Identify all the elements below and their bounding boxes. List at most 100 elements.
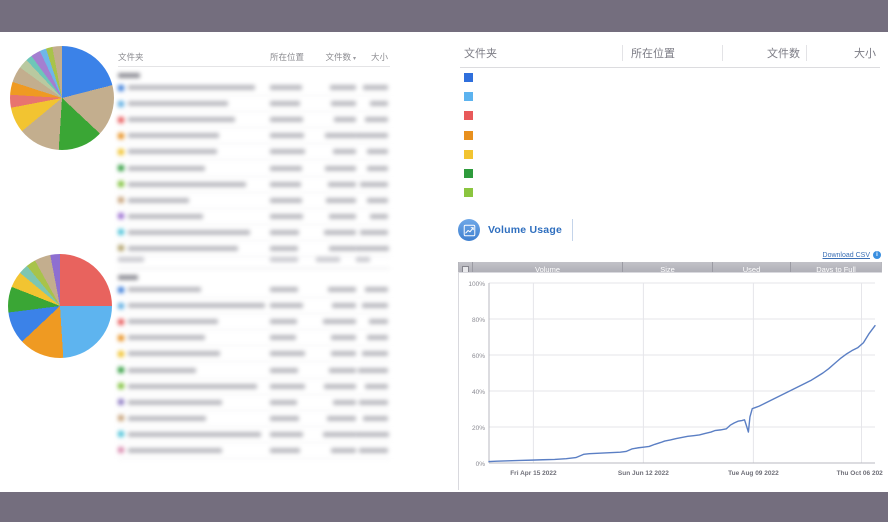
redacted-text <box>128 447 222 453</box>
header-folder[interactable]: 文件夹 <box>118 52 144 62</box>
table-row[interactable] <box>118 144 390 161</box>
table-row[interactable] <box>118 160 390 177</box>
header-file-count-label: 文件数 <box>325 52 351 62</box>
volume-usage-chart[interactable]: 0% 20% 40% 60% 80% 100% Fri Apr 15 2022 Sun Jun… <box>458 272 883 491</box>
folder-color-swatch <box>118 197 124 204</box>
redacted-file-count <box>316 383 356 389</box>
redacted-text <box>328 181 356 187</box>
header-file-count[interactable]: 文件数 <box>722 45 806 61</box>
redacted-location <box>270 101 316 107</box>
redacted-location <box>270 415 316 421</box>
redacted-size <box>356 181 390 187</box>
redacted-file-count <box>316 133 356 139</box>
header-folder[interactable]: 文件夹 <box>464 48 497 60</box>
table-row[interactable] <box>118 282 390 299</box>
redacted-file-count <box>316 197 356 203</box>
table-row[interactable] <box>118 225 390 241</box>
table-row[interactable] <box>118 330 390 347</box>
redacted-text <box>327 415 356 421</box>
redacted-file-count <box>316 149 356 155</box>
redacted-file-count <box>316 447 356 453</box>
folder-color-swatch <box>118 165 124 172</box>
header-days-to-full[interactable]: Days to Full <box>816 265 856 274</box>
redacted-text <box>270 165 302 171</box>
table-row[interactable] <box>460 68 880 87</box>
table-row[interactable] <box>118 379 390 395</box>
header-used[interactable]: Used <box>713 262 791 276</box>
redacted-location <box>270 303 316 309</box>
pie-chart-bottom <box>8 254 112 358</box>
table-row[interactable] <box>118 427 390 443</box>
table-row[interactable] <box>118 96 390 113</box>
redacted-folder-name <box>118 334 270 341</box>
redacted-folder-name <box>118 213 270 220</box>
folder-color-swatch <box>118 399 124 406</box>
table-row[interactable] <box>460 183 880 202</box>
redacted-size <box>356 319 390 325</box>
table-row[interactable] <box>460 87 880 106</box>
redacted-file-count <box>316 85 356 91</box>
table-row[interactable] <box>118 298 390 315</box>
redacted-text <box>270 133 304 139</box>
header-file-count[interactable]: 文件数 ▾ <box>316 51 356 63</box>
table-row[interactable] <box>118 209 390 225</box>
table-row[interactable] <box>118 80 390 97</box>
table-row[interactable] <box>460 145 880 164</box>
header-size[interactable]: Size <box>623 262 713 276</box>
redacted-text <box>128 303 265 309</box>
redacted-text <box>270 399 297 405</box>
table-row[interactable] <box>118 112 390 129</box>
redacted-location <box>270 229 316 235</box>
table-row[interactable] <box>118 314 390 331</box>
table-row[interactable] <box>118 395 390 411</box>
folder-color-swatch <box>118 367 124 374</box>
table-row[interactable] <box>460 126 880 145</box>
svg-text:80%: 80% <box>472 317 485 324</box>
header-location[interactable]: 所在位置 <box>270 52 305 62</box>
redacted-text <box>128 399 222 405</box>
table-row[interactable] <box>460 106 880 125</box>
folder-color-swatch <box>118 286 124 293</box>
header-size[interactable]: 大小 <box>806 45 880 61</box>
svg-text:20%: 20% <box>472 425 485 432</box>
folder-color-swatch <box>118 350 124 357</box>
redacted-folder-name <box>118 84 270 91</box>
folder-name-cell <box>460 73 622 83</box>
folder-color-swatch <box>118 447 124 454</box>
table-row[interactable] <box>118 177 390 193</box>
redacted-location <box>270 431 316 437</box>
header-volume[interactable]: Volume <box>473 262 623 276</box>
table-row[interactable] <box>118 443 390 460</box>
header-blurred-1 <box>118 256 270 262</box>
redacted-folder-name <box>118 350 270 357</box>
redacted-folder-name <box>118 197 270 204</box>
table-row[interactable] <box>118 411 390 427</box>
table-row[interactable] <box>118 346 390 363</box>
folder-name-cell <box>460 92 622 102</box>
redacted-text <box>329 367 356 373</box>
redacted-text <box>367 197 388 203</box>
redacted-text <box>359 399 388 405</box>
table-row[interactable] <box>118 128 390 145</box>
folder-color-swatch <box>464 111 473 121</box>
table-row[interactable] <box>460 164 880 183</box>
table-row[interactable] <box>118 193 390 209</box>
redacted-text <box>367 149 388 155</box>
svg-text:100%: 100% <box>468 281 485 288</box>
header-size[interactable]: 大小 <box>370 52 388 62</box>
header-location[interactable]: 所在位置 <box>622 45 722 61</box>
redacted-location <box>270 165 316 171</box>
redacted-file-count <box>316 335 356 341</box>
redacted-folder-name <box>118 318 270 325</box>
info-icon[interactable]: i <box>873 251 881 259</box>
redacted-folder-name <box>118 245 270 252</box>
download-csv-link[interactable]: Download CSV <box>822 251 870 259</box>
redacted-text <box>270 245 298 251</box>
redacted-text <box>360 181 388 187</box>
redacted-text <box>363 85 388 91</box>
table-row[interactable] <box>118 241 390 258</box>
table-row[interactable] <box>118 362 390 379</box>
redacted-folder-name <box>118 229 270 236</box>
tab-volume-usage[interactable]: Volume Usage <box>458 219 573 241</box>
redacted-folder-name <box>118 286 270 293</box>
